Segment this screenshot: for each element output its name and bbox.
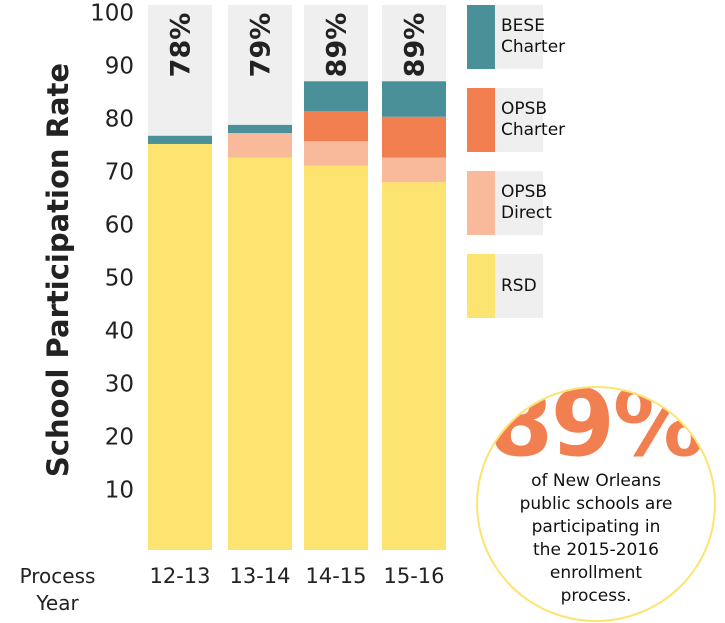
y-tick-label: 10 bbox=[105, 478, 134, 504]
y-tick-label: 100 bbox=[90, 1, 134, 27]
y-tick-label: 60 bbox=[105, 213, 134, 239]
y-tick-label: 30 bbox=[105, 372, 134, 398]
x-axis-label: Process Year bbox=[19, 564, 96, 615]
legend-swatch bbox=[467, 5, 495, 69]
legend-swatch bbox=[467, 254, 495, 318]
bar-segment bbox=[382, 81, 446, 117]
bar-segment bbox=[304, 111, 368, 142]
y-axis-label: School Participation Rate bbox=[41, 63, 75, 477]
legend-label: OPSB Charter bbox=[501, 99, 566, 140]
legend-swatch bbox=[467, 171, 495, 235]
bar-segment bbox=[228, 124, 292, 134]
y-tick-label: 20 bbox=[105, 425, 134, 451]
bar-segment bbox=[382, 116, 446, 158]
x-tick-label: 15-16 bbox=[383, 564, 444, 588]
bar-segment bbox=[304, 165, 368, 550]
callout: 89% of New Orleans public schools are pa… bbox=[476, 386, 716, 622]
y-tick-label: 70 bbox=[105, 160, 134, 186]
legend-swatch bbox=[467, 88, 495, 152]
bar-segment bbox=[148, 135, 212, 144]
y-tick-label: 40 bbox=[105, 319, 134, 345]
callout-text: of New Orleans public schools are partic… bbox=[519, 471, 673, 606]
bar-segment bbox=[228, 157, 292, 550]
bar-total-label: 79% bbox=[246, 13, 277, 78]
y-tick-label: 90 bbox=[105, 54, 134, 80]
y-tick-label: 80 bbox=[105, 107, 134, 133]
bar-segment bbox=[382, 157, 446, 183]
bar-segment bbox=[382, 182, 446, 550]
bar-total-label: 89% bbox=[322, 13, 353, 78]
bar-segment bbox=[304, 81, 368, 112]
legend-label: BESE Charter bbox=[501, 16, 566, 57]
x-tick-label: 12-13 bbox=[149, 564, 210, 588]
legend-label: RSD bbox=[501, 275, 537, 296]
bar-segment bbox=[148, 143, 212, 550]
bar-total-label: 78% bbox=[166, 13, 197, 78]
bar-segment bbox=[228, 133, 292, 158]
legend-label: OPSB Direct bbox=[501, 182, 552, 223]
y-tick-label: 50 bbox=[105, 266, 134, 292]
bar-total-label: 89% bbox=[400, 13, 431, 78]
x-tick-label: 13-14 bbox=[229, 564, 290, 588]
bar-segment bbox=[304, 141, 368, 166]
x-tick-label: 14-15 bbox=[305, 564, 366, 588]
